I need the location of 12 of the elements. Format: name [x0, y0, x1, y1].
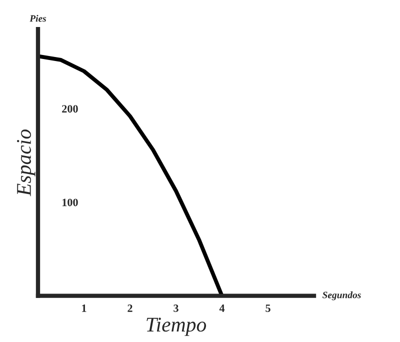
x-axis-title: Tiempo — [146, 318, 206, 336]
y-tick-label: 200 — [62, 105, 78, 113]
x-tick-label: 2 — [128, 304, 132, 312]
x-tick-label: 1 — [82, 304, 86, 312]
line-series — [38, 54, 224, 296]
text: Pies — [30, 14, 46, 22]
x-tick-label: 4 — [219, 304, 225, 312]
x-tick-label: 5 — [266, 304, 270, 312]
y-axis-title: Espacio — [16, 130, 36, 196]
x-tick-label: 3 — [174, 304, 178, 312]
y-tick-label: 100 — [62, 198, 78, 206]
text: Segundos — [322, 291, 361, 300]
